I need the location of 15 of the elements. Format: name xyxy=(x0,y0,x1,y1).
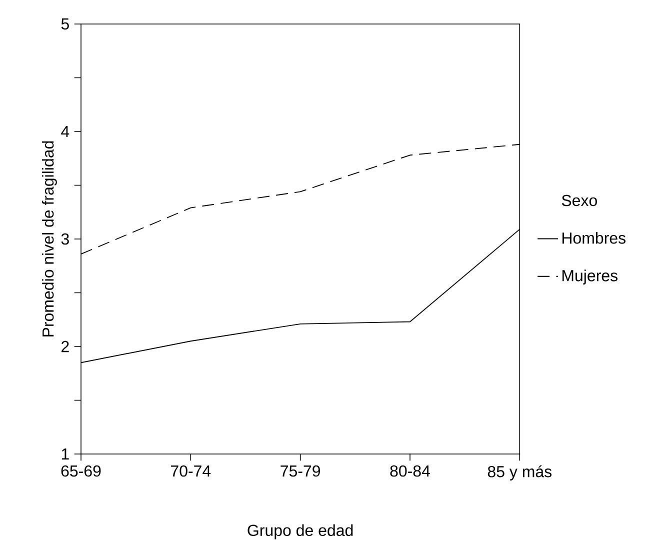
y-tick-label: 3 xyxy=(61,233,69,245)
x-tick-label: 65-69 xyxy=(61,465,101,477)
x-tick-label: 70-74 xyxy=(171,465,211,477)
y-tick-label: 5 xyxy=(61,18,69,30)
legend-title: Sexo xyxy=(562,194,597,206)
y-tick-label: 4 xyxy=(61,126,70,137)
y-tick-label: 1 xyxy=(62,448,69,460)
y-tick-label: 2 xyxy=(62,340,69,352)
x-axis-title: Grupo de edad xyxy=(248,524,353,540)
legend-label: Hombres xyxy=(562,232,626,244)
y-axis-title: Promedio nivel de fragilidad xyxy=(42,141,57,336)
x-tick-label: 75-79 xyxy=(280,465,320,477)
x-tick-label: 85 y más xyxy=(488,465,552,480)
x-tick-label: 80-84 xyxy=(390,465,430,477)
legend-label: Mujeres xyxy=(562,270,618,284)
